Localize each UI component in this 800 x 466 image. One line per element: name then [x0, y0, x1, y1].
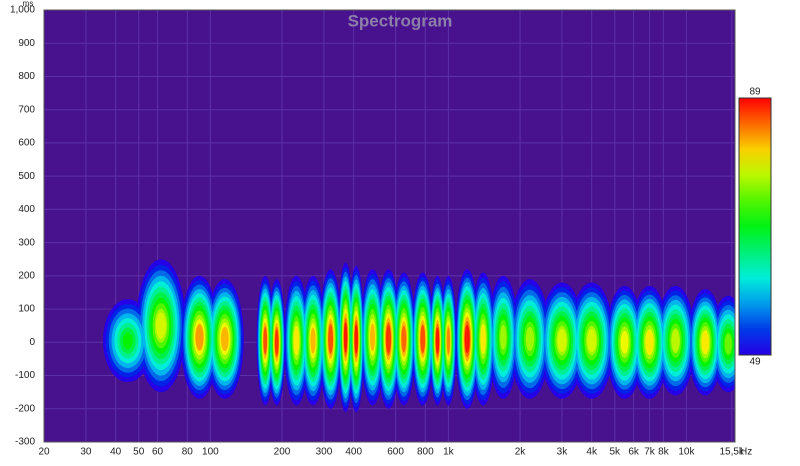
y-tick-label: 600	[18, 138, 35, 149]
spectral-peak	[480, 325, 486, 353]
spectral-peak	[525, 327, 534, 351]
chart-title: Spectrogram	[348, 11, 453, 30]
y-tick-label: 0	[29, 337, 35, 348]
spectral-peak	[370, 323, 375, 351]
spectral-peak	[420, 325, 425, 353]
spectral-peak	[620, 331, 629, 354]
spectral-peak	[701, 331, 709, 353]
spectral-peak	[386, 325, 391, 353]
x-tick-label: 1k	[443, 447, 455, 458]
x-tick-label: 7k	[644, 447, 656, 458]
spectral-peak	[435, 327, 440, 354]
spectral-peak	[155, 312, 166, 339]
y-tick-label: 500	[18, 171, 35, 182]
y-tick-label: 1,000	[10, 5, 35, 16]
y-axis-label: ms	[23, 0, 34, 8]
x-tick-label: 4k	[586, 447, 598, 458]
spectral-peak	[274, 329, 279, 355]
x-tick-label: 200	[274, 447, 291, 458]
spectral-peak	[446, 327, 451, 354]
y-tick-label: 900	[18, 38, 35, 49]
x-tick-label: 3k	[557, 447, 569, 458]
y-tick-label: -200	[15, 403, 35, 414]
x-tick-label: 30	[80, 447, 92, 458]
spectral-peak	[354, 324, 358, 354]
colorbar	[738, 97, 772, 356]
spectral-peak	[122, 332, 133, 349]
x-tick-label: 100	[202, 447, 219, 458]
y-tick-label: -300	[15, 437, 35, 448]
x-tick-label: 800	[417, 447, 434, 458]
spectral-peak	[195, 325, 204, 350]
x-tick-label: 6k	[628, 447, 640, 458]
x-tick-label: 8k	[658, 447, 670, 458]
spectral-peak	[500, 325, 507, 350]
spectral-peak	[587, 329, 597, 353]
x-tick-label: 40	[110, 447, 122, 458]
y-tick-label: 800	[18, 71, 35, 82]
x-tick-label: 50	[133, 447, 145, 458]
y-tick-label: 300	[18, 237, 35, 248]
x-tick-label: 2k	[515, 447, 527, 458]
x-tick-label: 20	[38, 447, 50, 458]
x-tick-label: 15,5k	[719, 447, 744, 458]
colorbar-min: 49	[749, 357, 761, 368]
spectral-peak	[328, 325, 333, 353]
x-tick-label: 5k	[609, 447, 621, 458]
y-tick-label: -100	[15, 370, 35, 381]
x-tick-label: 300	[316, 447, 333, 458]
spectral-peak	[724, 334, 732, 354]
spectral-peak	[401, 325, 407, 353]
spectral-peak	[263, 327, 267, 354]
x-axis-label: Hz	[740, 447, 752, 458]
spectral-peak	[221, 327, 229, 351]
x-tick-label: 10k	[678, 447, 695, 458]
spectral-peak	[310, 327, 316, 354]
x-tick-label: 80	[182, 447, 194, 458]
y-tick-label: 700	[18, 104, 35, 115]
x-tick-label: 600	[387, 447, 404, 458]
y-tick-label: 200	[18, 270, 35, 281]
x-tick-label: 60	[152, 447, 164, 458]
spectral-peak	[645, 331, 654, 354]
y-tick-label: 100	[18, 304, 35, 315]
plot-border	[43, 9, 736, 443]
colorbar-max: 89	[749, 87, 761, 98]
x-tick-label: 400	[345, 447, 362, 458]
spectral-peak	[671, 329, 680, 352]
spectral-peak	[344, 322, 348, 353]
y-tick-label: 400	[18, 204, 35, 215]
spectral-peak	[557, 329, 567, 353]
spectral-peak	[464, 325, 470, 353]
spectral-peak	[293, 327, 299, 354]
